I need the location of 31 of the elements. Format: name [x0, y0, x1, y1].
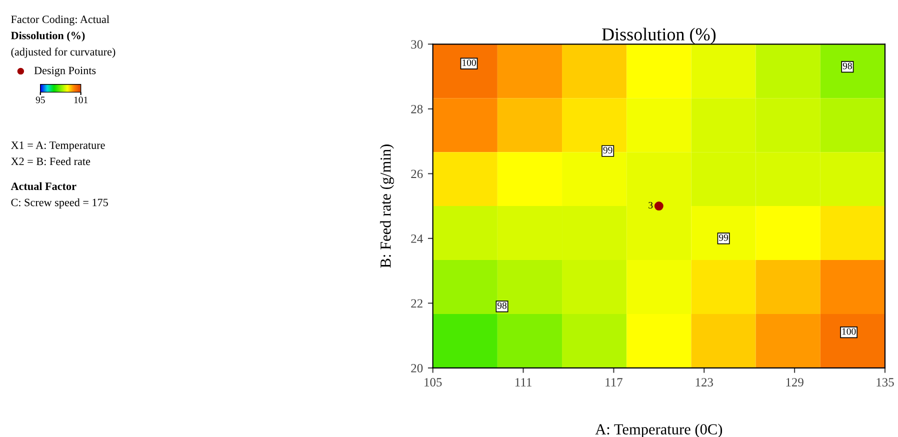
y-tick-label: 28: [411, 104, 423, 114]
y-tick-label: 30: [411, 40, 423, 49]
annotation: 100: [842, 328, 856, 335]
text: Dissolution (%): [10, 31, 85, 42]
color-bar-label: 101: [74, 96, 88, 104]
annotation: 100: [462, 59, 476, 66]
annotation: 99: [603, 146, 612, 154]
text: X1 = A: Temperature: [11, 142, 105, 152]
y-tick-label: 20: [411, 364, 423, 372]
x-tick-label: 123: [696, 378, 714, 386]
annotation: 98: [497, 302, 507, 309]
annotation: 3: [648, 202, 653, 208]
text: Actual Factor: [10, 182, 76, 190]
y-tick-label: 24: [411, 234, 423, 243]
text: Factor Coding: Actual: [11, 15, 110, 26]
chart-title: Dissolution (%): [602, 28, 716, 44]
x-tick-label: 129: [786, 378, 804, 386]
x-tick-label: 111: [515, 378, 532, 386]
text: X2 = B: Feed rate: [11, 157, 90, 166]
color-bar-label: 95: [36, 96, 45, 104]
annotation: 98: [842, 62, 852, 70]
legend-label: Design Points: [34, 66, 96, 77]
text: C: Screw speed = 175: [11, 198, 108, 208]
annotation: 99: [719, 234, 728, 241]
x-tick-label: 105: [424, 378, 442, 386]
y-tick-label: 22: [411, 299, 422, 308]
y-tick-label: 26: [411, 170, 423, 178]
text: (adjusted for curvature): [11, 48, 116, 58]
y-axis-title: B: Feed rate (g/min): [380, 144, 394, 268]
x-tick-label: 117: [606, 378, 622, 386]
x-tick-label: 135: [876, 378, 894, 386]
